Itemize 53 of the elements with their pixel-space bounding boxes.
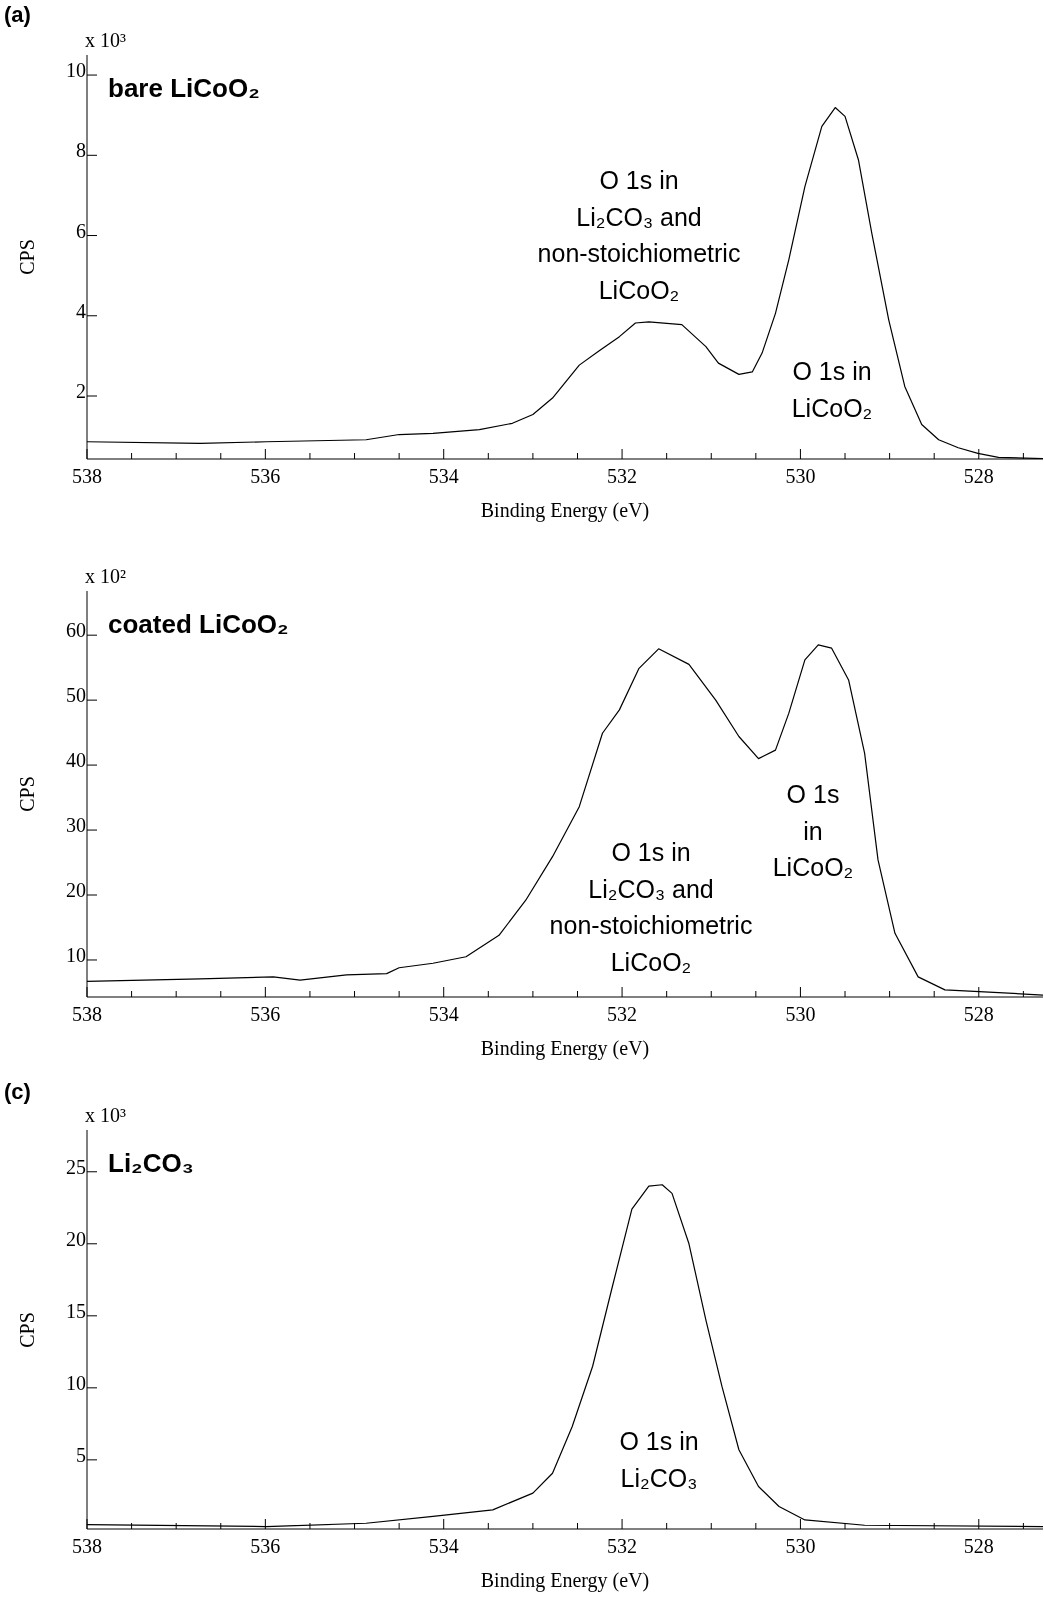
chart-subtitle: x 10² <box>85 565 126 588</box>
x-tick-label: 528 <box>963 1003 994 1025</box>
y-tick-label: 10 <box>66 1371 86 1394</box>
x-tick-label: 534 <box>428 1535 459 1557</box>
y-tick-label: 30 <box>66 814 86 837</box>
annotation: O 1s in Li₂CO₃ and non-stoichiometric LiCoO₂ <box>537 164 741 306</box>
text: (a) <box>4 2 31 28</box>
x-axis-title: Binding Energy (eV) <box>479 499 651 522</box>
x-tick-label: 538 <box>72 465 102 487</box>
y-axis-title: CPS <box>15 1311 39 1348</box>
x-tick-label: 532 <box>607 465 638 487</box>
annotation: O 1s in Li₂CO₃ <box>619 1426 699 1494</box>
y-tick-label: 6 <box>76 219 86 242</box>
x-tick-label: 538 <box>72 1003 102 1025</box>
y-tick-label: 8 <box>76 139 86 162</box>
y-tick-label: 10 <box>66 59 86 82</box>
x-tick-label: 530 <box>785 1003 816 1025</box>
y-axis-title: CPS <box>15 776 39 812</box>
x-tick-label: 534 <box>428 1003 459 1025</box>
y-tick-label: 4 <box>76 299 86 322</box>
annotation: O 1s in Li₂CO₃ and non-stoichiometric LiCoO₂ <box>549 836 753 978</box>
y-axis-title: CPS <box>15 239 39 275</box>
y-tick-label: 10 <box>66 943 86 966</box>
text: Li₂CO₃ <box>108 1148 194 1179</box>
y-tick-label: 40 <box>66 749 86 772</box>
text: coated LiCoO₂ <box>108 609 289 640</box>
y-tick-label: 25 <box>66 1155 86 1178</box>
x-tick-label: 530 <box>785 1535 816 1557</box>
x-tick-label: 528 <box>963 465 994 487</box>
y-tick-label: 60 <box>66 619 86 642</box>
x-tick-label: 532 <box>607 1003 638 1025</box>
chart-subtitle: x 10³ <box>85 1104 126 1127</box>
text: bare LiCoO₂ <box>108 73 260 104</box>
annotation: O 1s in LiCoO₂ <box>772 778 854 884</box>
text: (c) <box>4 1079 31 1105</box>
x-tick-label: 532 <box>607 1535 638 1557</box>
y-tick-label: 15 <box>66 1299 86 1322</box>
chart-subtitle: x 10³ <box>85 29 126 52</box>
x-tick-label: 536 <box>250 1535 281 1557</box>
x-tick-label: 534 <box>428 465 459 487</box>
y-tick-label: 5 <box>76 1443 86 1466</box>
x-axis-title: Binding Energy (eV) <box>479 1569 651 1592</box>
x-tick-label: 530 <box>785 465 816 487</box>
y-tick-label: 50 <box>66 684 86 707</box>
x-tick-label: 536 <box>250 465 281 487</box>
y-tick-label: 20 <box>66 879 86 902</box>
x-tick-label: 538 <box>72 1535 102 1557</box>
y-tick-label: 20 <box>66 1227 86 1250</box>
y-tick-label: 2 <box>76 380 86 403</box>
x-tick-label: 536 <box>250 1003 281 1025</box>
x-axis-title: Binding Energy (eV) <box>479 1037 651 1060</box>
annotation: O 1s in LiCoO₂ <box>791 356 873 424</box>
x-tick-label: 528 <box>963 1535 994 1557</box>
